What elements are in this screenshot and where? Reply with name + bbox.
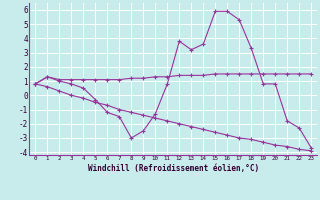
X-axis label: Windchill (Refroidissement éolien,°C): Windchill (Refroidissement éolien,°C) — [88, 164, 259, 173]
